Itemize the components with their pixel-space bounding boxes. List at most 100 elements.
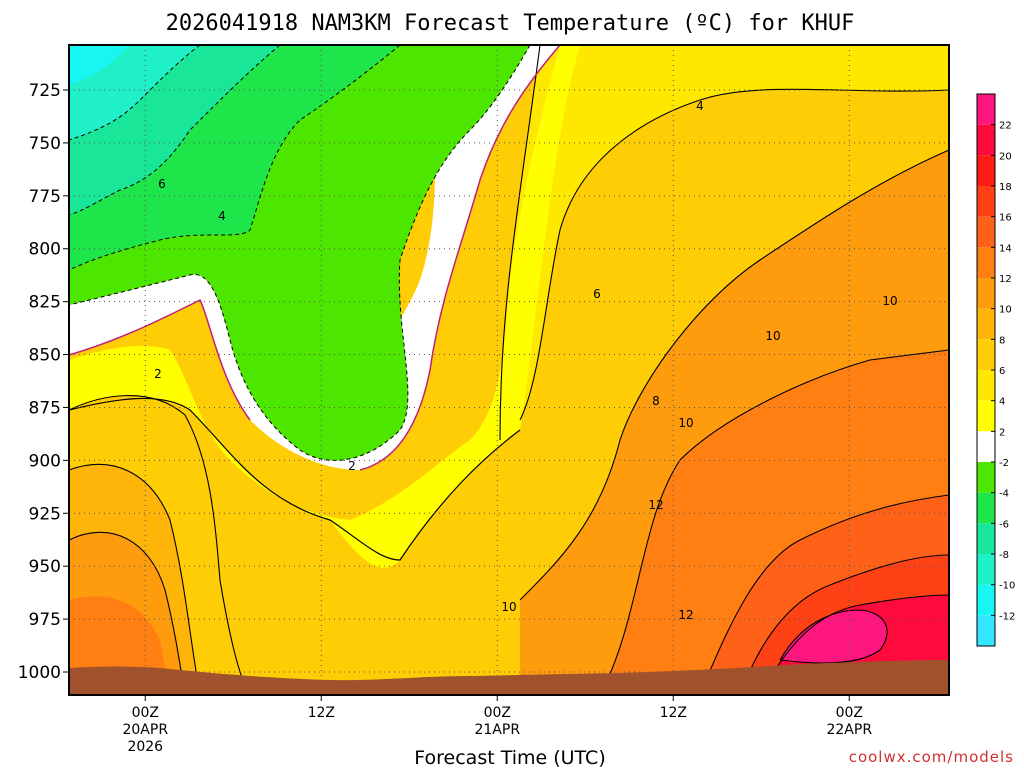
contour-neg8c: [68, 44, 201, 141]
colorbar-swatch: [977, 247, 995, 278]
contour-label-group: 6 4 2 2 4 6 8 10 10 10 12 10 12: [154, 99, 897, 622]
contour-label: 8: [652, 394, 660, 408]
colorbar-swatch: [977, 462, 995, 493]
y-tick-label: 1000: [18, 663, 61, 683]
contour-label: 2: [154, 367, 162, 381]
colorbar-swatch: [977, 186, 995, 217]
fill-22c: [780, 610, 888, 663]
contour-label: 10: [501, 600, 516, 614]
contour-18c: [759, 594, 950, 696]
x-tick-label: 22APR: [826, 722, 872, 738]
y-tick-label: 950: [29, 557, 61, 577]
x-tick-label: 00Z: [484, 705, 511, 721]
colorbar-label: 2: [999, 427, 1005, 438]
y-tick-label: 725: [29, 81, 61, 101]
y-axis: 725 750 775 800 825 850 875 900 925 950 975 1000: [18, 81, 69, 683]
colorbar-label: 18: [999, 182, 1012, 193]
contour-label: 12: [678, 608, 693, 622]
contour-4c-mid: [499, 44, 541, 441]
grid: [69, 45, 949, 695]
x-tick-label: 12Z: [308, 705, 335, 721]
contour-4c: [519, 88, 950, 421]
colorbar-swatch: [977, 94, 995, 125]
contour-neg6c: [68, 44, 281, 216]
colorbar-swatch: [977, 615, 995, 646]
contour-14c: [699, 494, 950, 696]
colorbar-label: 22: [999, 121, 1012, 132]
colorbar: 22 20 18 16 14 12 10 8 6 4 2 -2 -4 -6 -8 -10 -12: [976, 93, 1015, 647]
contour-22c: [779, 609, 888, 664]
contour-16c: [739, 554, 950, 696]
contour-8c-left: [68, 463, 201, 696]
colorbar-swatch: [977, 124, 995, 156]
colorbar-swatch: [977, 554, 995, 585]
x-tick-label: 21APR: [474, 722, 520, 738]
y-tick-label: 825: [29, 293, 61, 313]
contour-label: 4: [696, 99, 704, 113]
x-tick-label: 00Z: [132, 705, 159, 721]
contour-0c-a: [359, 44, 561, 471]
colorbar-swatch: [977, 584, 995, 616]
colorbar-label: 8: [999, 335, 1005, 346]
colorbar-swatch: [977, 216, 995, 248]
fill-neg10c: [69, 45, 130, 85]
colorbar-swatch: [977, 492, 995, 524]
contour-label: 10: [882, 294, 897, 308]
colorbar-swatch: [977, 431, 995, 462]
y-tick-label: 800: [29, 240, 61, 260]
contour-neg4c: [68, 44, 401, 271]
contour-10c-left: [68, 531, 186, 696]
colorbar-label: 6: [999, 366, 1005, 377]
credit-text: coolwx.com/models: [849, 748, 1014, 766]
y-tick-label: 775: [29, 187, 61, 207]
contour-label: 4: [218, 209, 226, 223]
freezing-line: [68, 44, 561, 471]
colorbar-swatch: [977, 339, 995, 370]
y-tick-label: 900: [29, 451, 61, 471]
x-tick-label: 20APR: [122, 722, 168, 738]
contour-label: 12: [648, 498, 663, 512]
colorbar-label: 12: [999, 274, 1012, 285]
contour-6c-left: [68, 395, 251, 696]
colorbar-label: 14: [999, 243, 1012, 254]
colorbar-swatch: [977, 523, 995, 554]
colorbar-swatch: [977, 155, 995, 186]
colorbar-swatch: [977, 308, 995, 340]
x-axis-title: Forecast Time (UTC): [414, 747, 605, 768]
colorbar-swatch: [977, 400, 995, 432]
contour-0c-b: [68, 298, 251, 421]
colorbar-label: -4: [999, 489, 1009, 500]
fill-4c: [500, 45, 949, 440]
colorbar-label: -8: [999, 550, 1009, 561]
dashed-contours: [68, 44, 531, 461]
colorbar-label: -2: [999, 458, 1009, 469]
contour-neg2c: [68, 44, 531, 461]
x-tick-label: 00Z: [836, 705, 863, 721]
contour-label: 10: [765, 329, 780, 343]
y-tick-label: 925: [29, 504, 61, 524]
contour-10c: [519, 149, 950, 601]
x-tick-label: 12Z: [660, 705, 687, 721]
y-tick-label: 875: [29, 398, 61, 418]
contour-2c: [68, 397, 521, 561]
y-tick-label: 975: [29, 610, 61, 630]
y-tick-label: 850: [29, 346, 61, 366]
contour-label: 2: [348, 459, 356, 473]
temperature-fills: [69, 45, 949, 695]
contour-label: 10: [678, 416, 693, 430]
contour-label: 6: [593, 287, 601, 301]
plot-frame: [68, 44, 950, 696]
y-tick-label: 750: [29, 134, 61, 154]
x-tick-label: 2026: [127, 739, 163, 755]
colorbar-label: 20: [999, 151, 1012, 162]
colorbar-swatch: [977, 278, 995, 309]
ground-surface: [69, 660, 949, 695]
colorbar-label: -12: [999, 611, 1015, 622]
colorbar-label: -6: [999, 519, 1009, 530]
colorbar-label: 16: [999, 213, 1012, 224]
colorbar-label: -10: [999, 581, 1015, 592]
colorbar-swatch: [977, 370, 995, 401]
colorbar-label: 10: [999, 305, 1012, 316]
